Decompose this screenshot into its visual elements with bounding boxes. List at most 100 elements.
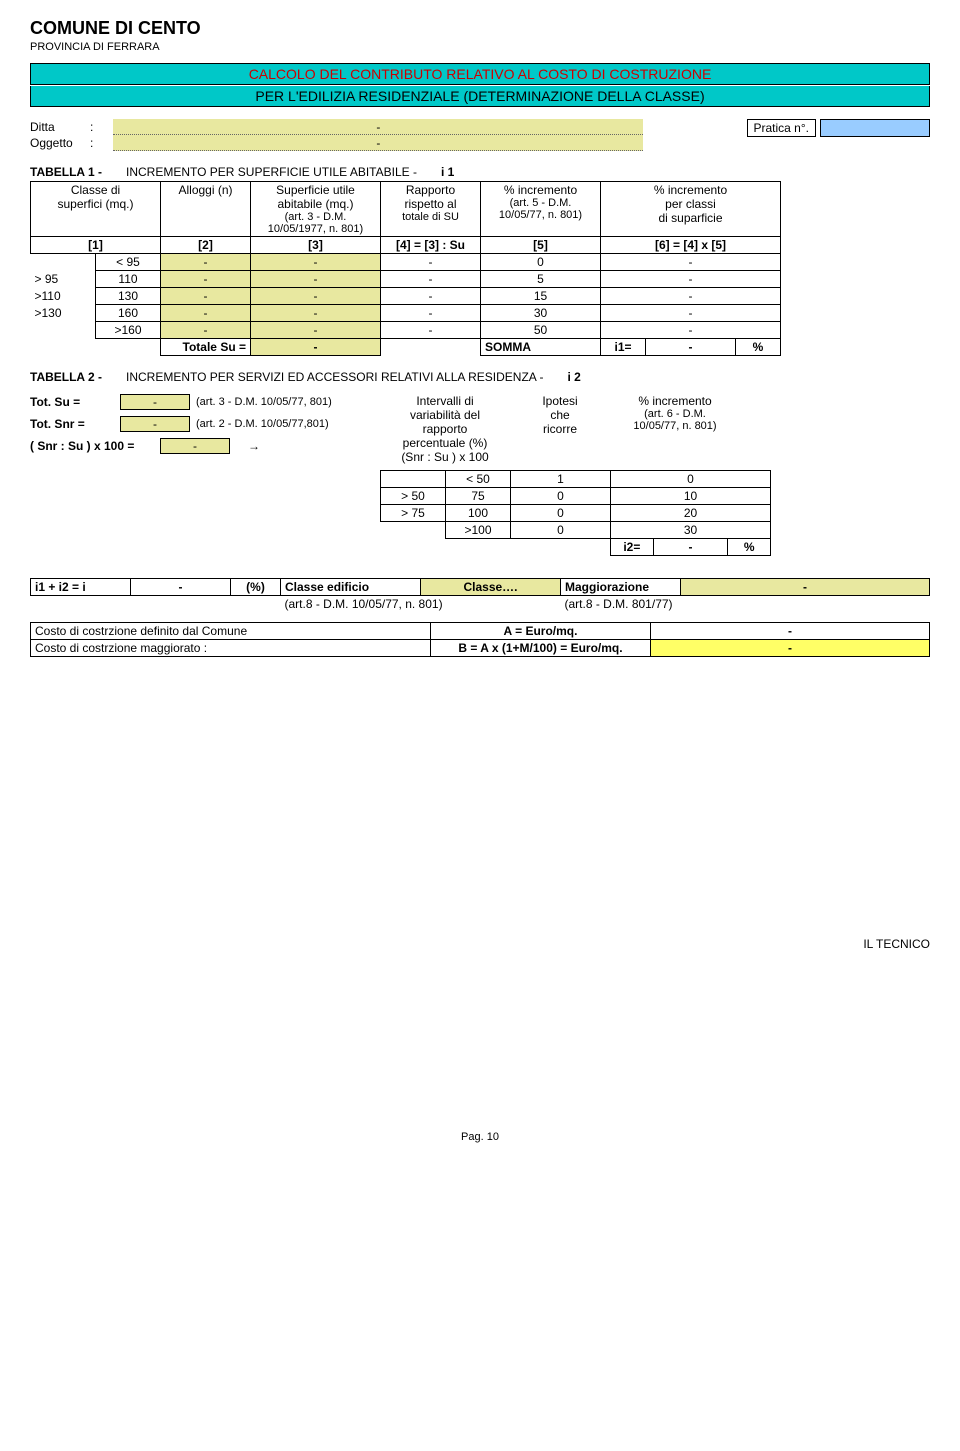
tabella2-code: i 2 [567,370,580,384]
t1-f2: [2] [161,237,251,254]
t1-r2-4: - [381,288,481,305]
tot-su-label: Tot. Su = [30,395,120,409]
t1-r0-6: - [601,254,781,271]
t1-h2: Alloggi (n) [165,183,246,197]
banner-line2: PER L'EDILIZIA RESIDENZIALE (DETERMINAZI… [30,86,930,107]
t1-r2-b: 130 [96,288,161,305]
ditta-label: Ditta [30,120,90,134]
sum-table: i1 + i2 = i - (%) Classe edificio Classe… [30,578,930,612]
t1-r4-a [31,322,96,339]
cost2-formula: B = A x (1+M/100) = Euro/mq. [431,640,651,657]
t2-r0-b: < 50 [446,471,511,488]
t1-i1-unit: % [736,339,781,356]
i2-unit: % [728,539,771,556]
t2-r2-ip: 0 [511,505,611,522]
banner-line1: CALCOLO DEL CONTRIBUTO RELATIVO AL COSTO… [30,63,930,85]
t1-f6: [6] = [4] x [5] [601,237,781,254]
t1-r0-2: - [161,254,251,271]
i2-label: i2= [611,539,654,556]
magg-ref: (art.8 - D.M. 801/77) [561,596,930,613]
t1-h5c: 10/05/77, n. 801) [485,209,596,221]
t1-h1b: superfici (mq.) [35,197,156,211]
pratica-label: Pratica n°. [747,119,817,137]
t2-inc-a: % incremento [610,394,740,408]
t1-somma-label: SOMMA [481,339,601,356]
t2-int-c: rapporto [380,422,510,436]
t1-r4-b: >160 [96,322,161,339]
t1-r0-4: - [381,254,481,271]
i2-value: - [653,539,728,556]
t1-r3-2: - [161,305,251,322]
t1-h1a: Classe di [35,183,156,197]
t1-r2-2: - [161,288,251,305]
t2-r3-b: >100 [446,522,511,539]
classe-label: Classe edificio [281,579,421,596]
ditta-value: - [113,119,643,135]
t1-r2-6: - [601,288,781,305]
tabella2-table: < 50 1 0 > 50 75 0 10 > 75 100 0 20 >100… [380,470,771,556]
t1-f4: [4] = [3] : Su [381,237,481,254]
t1-r1-b: 110 [96,271,161,288]
classe-value: Classe…. [421,579,561,596]
tabella2-title: TABELLA 2 - [30,370,102,384]
tabella1-code: i 1 [441,165,454,179]
t2-inc-c: 10/05/77, n. 801) [610,420,740,432]
t2-r0-a [381,471,446,488]
t1-h3a: Superficie utile [255,183,376,197]
t2-r1-ip: 0 [511,488,611,505]
cost1-value: - [651,623,930,640]
t1-r4-5: 50 [481,322,601,339]
ratio-label: ( Snr : Su ) x 100 = [30,439,160,453]
oggetto-value: - [113,135,643,151]
t1-totale-value: - [251,339,381,356]
magg-label: Maggiorazione [561,579,681,596]
sum-unit: (%) [231,579,281,596]
t1-r4-3: - [251,322,381,339]
t1-r0-5: 0 [481,254,601,271]
t1-r0-b: < 95 [96,254,161,271]
t1-r3-5: 30 [481,305,601,322]
arrow-icon: → [248,439,260,453]
tot-snr-ref: (art. 2 - D.M. 10/05/77,801) [196,418,329,430]
tabella1-table: Classe di superfici (mq.) Alloggi (n) Su… [30,181,781,356]
t1-r1-5: 5 [481,271,601,288]
t1-r4-2: - [161,322,251,339]
t1-r3-4: - [381,305,481,322]
t1-r3-3: - [251,305,381,322]
tot-su-ref: (art. 3 - D.M. 10/05/77, 801) [196,396,332,408]
tot-su-value: - [120,394,190,410]
t2-r0-ip: 1 [511,471,611,488]
costs-table: Costo di costrzione definito dal Comune … [30,622,930,657]
t1-h6a: % incremento [605,183,776,197]
tabella1-subtitle: INCREMENTO PER SUPERFICIE UTILE ABITABIL… [126,165,417,179]
t2-r2-b: 100 [446,505,511,522]
tot-snr-label: Tot. Snr = [30,417,120,431]
sum-label: i1 + i2 = i [31,579,131,596]
t1-h4b: rispetto al [385,197,476,211]
t1-i1-label: i1= [601,339,646,356]
t1-f1: [1] [31,237,161,254]
pratica-value [820,119,930,137]
cost2-value: - [651,640,930,657]
t2-ip-a: Ipotesi [510,394,610,408]
t2-int-e: (Snr : Su ) x 100 [380,450,510,464]
t1-r3-a: >130 [31,305,96,322]
header-comune: COMUNE DI CENTO [30,18,930,39]
magg-value: - [681,579,930,596]
t1-r3-6: - [601,305,781,322]
tabella1-title: TABELLA 1 - [30,165,102,179]
t1-h4c: totale di SU [385,211,476,223]
ratio-value: - [160,438,230,454]
t2-r2-a: > 75 [381,505,446,522]
t1-r3-b: 160 [96,305,161,322]
t1-r0-3: - [251,254,381,271]
oggetto-label: Oggetto [30,136,90,150]
t1-r2-5: 15 [481,288,601,305]
t2-r1-pc: 10 [611,488,771,505]
t1-f5: [5] [481,237,601,254]
sum-value: - [131,579,231,596]
t1-r1-4: - [381,271,481,288]
header-provincia: PROVINCIA DI FERRARA [30,41,930,53]
t1-i1-value: - [646,339,736,356]
t1-r1-a: > 95 [31,271,96,288]
